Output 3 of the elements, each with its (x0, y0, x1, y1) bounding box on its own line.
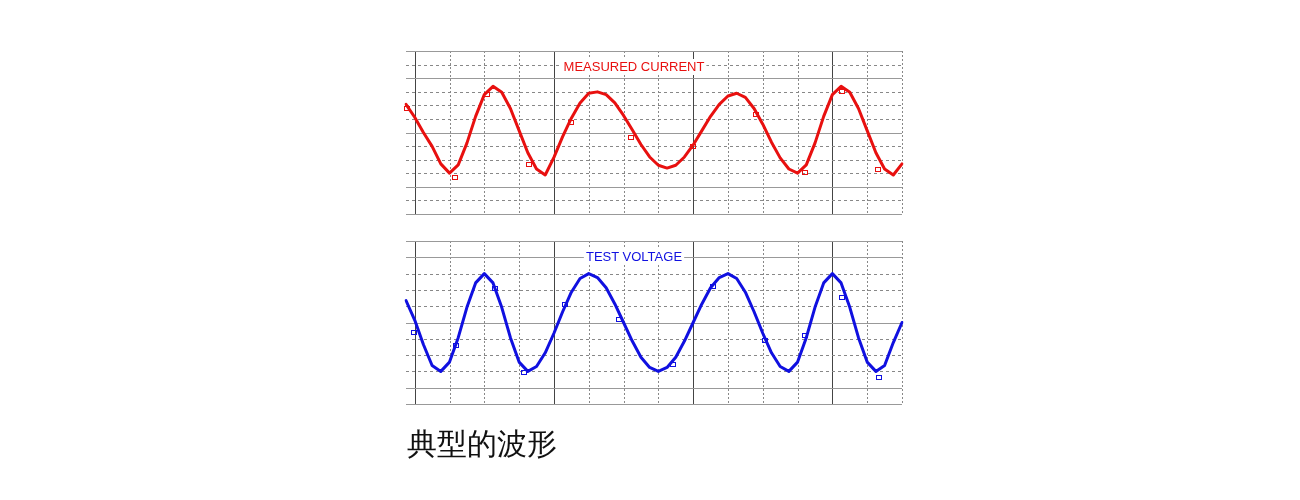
text: 典型的波形 (407, 425, 557, 463)
chart-title: MEASURED CURRENT (563, 58, 705, 74)
chart-title: TEST VOLTAGE (585, 248, 683, 264)
